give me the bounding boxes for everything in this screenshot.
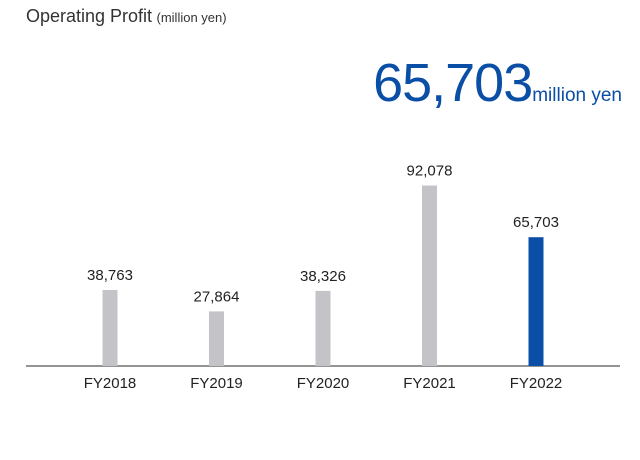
highlight-total: 65,703million yen: [373, 52, 622, 114]
x-tick-label-fy2022: FY2022: [510, 375, 563, 392]
value-label-fy2021: 92,078: [407, 163, 453, 180]
chart-title-unit: (million yen): [156, 10, 227, 25]
value-label-fy2020: 38,326: [300, 268, 346, 285]
bar-fy2021: [422, 185, 437, 366]
bar-fy2022: [528, 237, 544, 366]
value-label-group: 38,763 27,864 38,326 92,078 65,703: [87, 163, 559, 306]
chart-title-text: Operating Profit: [26, 6, 153, 26]
bar-fy2018: [102, 290, 118, 366]
x-tick-label-fy2020: FY2020: [297, 375, 350, 392]
x-tick-label-fy2018: FY2018: [84, 375, 137, 392]
chart-title: Operating Profit (million yen): [26, 6, 227, 27]
x-tick-label-fy2021: FY2021: [403, 375, 456, 392]
bar-group: [102, 185, 544, 366]
value-label-fy2018: 38,763: [87, 267, 133, 284]
x-tick-label-fy2019: FY2019: [190, 375, 243, 392]
bar-fy2020: [315, 290, 331, 366]
highlight-unit: million yen: [532, 85, 622, 106]
highlight-value: 65,703: [373, 53, 533, 113]
bar-fy2019: [209, 311, 224, 366]
x-tick-label-group: FY2018 FY2019 FY2020 FY2021 FY2022: [84, 375, 563, 392]
value-label-fy2022: 65,703: [513, 214, 559, 231]
value-label-fy2019: 27,864: [194, 288, 240, 305]
